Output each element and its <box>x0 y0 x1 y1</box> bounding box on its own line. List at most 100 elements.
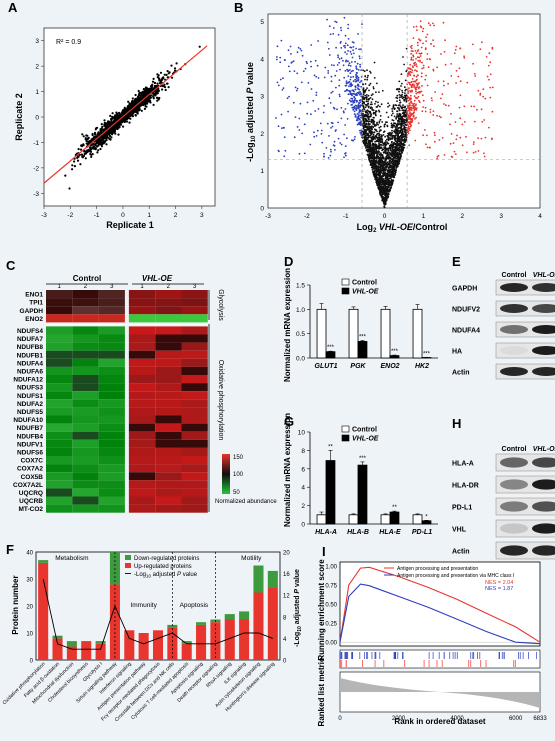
volcano-point <box>356 119 359 122</box>
volcano-point <box>381 138 384 141</box>
volcano-point <box>369 150 371 153</box>
scatter-point <box>107 123 110 126</box>
heatmap-cell <box>155 464 182 473</box>
volcano-point <box>391 110 394 113</box>
panel-label-b: B <box>234 0 243 15</box>
gene-label: NDUFS3 <box>17 385 43 392</box>
volcano-point <box>433 140 436 143</box>
scatter-point <box>142 93 145 96</box>
volcano-point <box>483 152 485 155</box>
volcano-point <box>409 70 411 73</box>
volcano-point <box>401 89 403 92</box>
scatter-point <box>125 120 129 123</box>
scatter-point <box>99 140 103 143</box>
volcano-point <box>404 115 407 118</box>
heatmap-cell <box>72 472 99 481</box>
volcano-point <box>367 74 369 77</box>
volcano-point <box>399 123 402 126</box>
volcano-point <box>386 185 389 188</box>
volcano-point <box>350 61 353 63</box>
scatter-point <box>158 77 161 80</box>
volcano-point <box>437 154 440 157</box>
heatmap-cell <box>128 326 156 335</box>
volcano-point <box>410 50 413 52</box>
volcano-point <box>488 126 490 129</box>
volcano-point <box>351 106 354 109</box>
volcano-point <box>487 64 490 67</box>
volcano-point <box>359 65 362 68</box>
volcano-point <box>401 120 404 122</box>
volcano-point <box>315 75 318 78</box>
volcano-point <box>384 140 387 142</box>
volcano-point <box>434 134 436 137</box>
volcano-point <box>413 64 416 67</box>
volcano-point <box>442 80 445 83</box>
volcano-point <box>327 47 330 50</box>
volcano-point <box>472 143 475 146</box>
volcano-point <box>327 70 330 72</box>
heatmap-cell <box>128 415 156 424</box>
volcano-point <box>372 170 375 173</box>
volcano-point <box>371 103 373 106</box>
volcano-point <box>348 89 350 92</box>
volcano-point <box>442 21 445 24</box>
volcano-point <box>355 47 357 50</box>
volcano-point <box>383 189 386 192</box>
volcano-point <box>395 137 398 140</box>
volcano-point <box>303 123 306 126</box>
volcano-point <box>398 96 401 99</box>
volcano-point <box>422 99 425 102</box>
volcano-point <box>389 166 392 169</box>
volcano-point <box>407 115 410 117</box>
volcano-point <box>436 156 439 158</box>
heatmap-cell <box>155 358 182 367</box>
y-tick-label: 2 <box>260 131 264 138</box>
gene-label: NDUFA10 <box>13 417 43 424</box>
volcano-point <box>361 23 363 25</box>
scatter-point <box>144 86 148 89</box>
volcano-point <box>380 156 382 159</box>
volcano-point <box>366 109 369 112</box>
heatmap-cell <box>72 375 99 384</box>
volcano-point <box>359 63 361 66</box>
volcano-point <box>474 75 477 77</box>
heatmap-cell <box>181 342 208 351</box>
volcano-point <box>441 93 444 95</box>
volcano-point <box>416 84 419 87</box>
volcano-point <box>365 100 368 103</box>
volcano-point <box>336 64 339 66</box>
volcano-point <box>390 175 393 178</box>
volcano-point <box>451 156 454 158</box>
gene-label: NDUFS1 <box>17 393 43 400</box>
volcano-point <box>424 110 427 113</box>
volcano-point <box>410 47 413 50</box>
volcano-point <box>473 120 476 123</box>
scatter-point <box>151 80 155 83</box>
volcano-point <box>409 115 412 118</box>
gene-label: NDUFS6 <box>17 450 43 457</box>
volcano-point <box>370 127 373 130</box>
volcano-point <box>407 107 409 109</box>
y-tick-label: 0 <box>260 206 264 213</box>
heatmap-cell <box>46 399 73 408</box>
scatter-point <box>123 106 126 109</box>
scatter-point <box>97 134 100 137</box>
scatter-point <box>152 95 155 98</box>
scatter-point <box>134 108 137 111</box>
volcano-point <box>352 41 355 44</box>
volcano-point <box>385 181 388 184</box>
legend-min: 50 <box>233 490 240 496</box>
volcano-point <box>454 121 457 123</box>
scatter-point <box>171 76 174 79</box>
scatter-point <box>85 139 88 143</box>
x-tick-label: 0 <box>121 212 125 219</box>
volcano-point <box>461 144 464 147</box>
volcano-point <box>360 116 362 119</box>
volcano-point <box>397 137 400 140</box>
scatter-point <box>64 174 67 177</box>
volcano-point <box>372 86 375 88</box>
volcano-point <box>415 103 417 106</box>
volcano-point <box>378 163 381 166</box>
volcano-point <box>338 95 341 98</box>
volcano-point <box>301 132 304 135</box>
